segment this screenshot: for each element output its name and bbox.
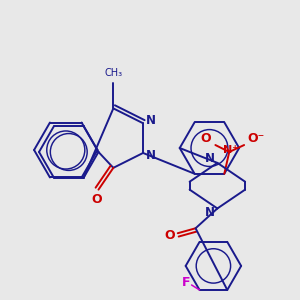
Text: N: N [146, 149, 156, 162]
Text: O: O [200, 132, 211, 145]
Text: O: O [164, 229, 175, 242]
Text: N: N [204, 152, 214, 165]
Text: CH₃: CH₃ [104, 68, 122, 78]
Text: N⁺: N⁺ [223, 145, 238, 155]
Text: N: N [204, 206, 214, 219]
Text: O: O [91, 193, 102, 206]
Text: N: N [146, 114, 156, 127]
Text: F: F [182, 275, 190, 289]
Text: O⁻: O⁻ [248, 132, 265, 145]
